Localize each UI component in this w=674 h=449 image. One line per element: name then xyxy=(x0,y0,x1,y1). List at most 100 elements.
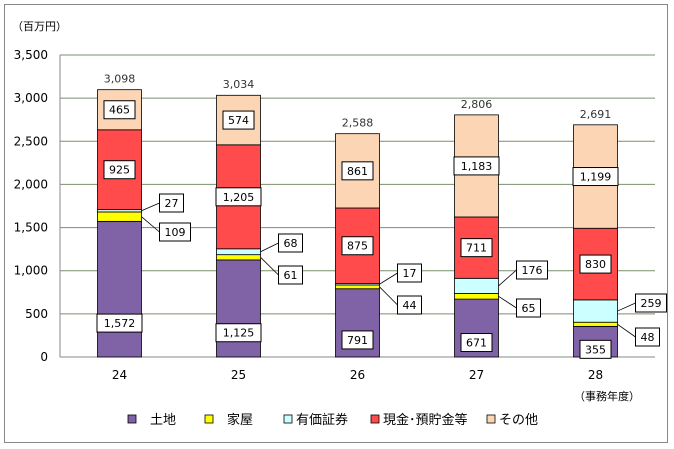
bar-segment-2 xyxy=(454,277,499,294)
data-label: 61 xyxy=(284,269,298,282)
data-label: 875 xyxy=(347,240,368,253)
bar-segment-0 xyxy=(216,259,261,358)
data-label-box xyxy=(96,313,143,333)
leader-line xyxy=(498,295,517,309)
legend-label: 土地 xyxy=(150,413,176,428)
data-label-box xyxy=(635,293,667,313)
legend-label: 家屋 xyxy=(227,412,253,428)
total-label: 2,806 xyxy=(461,98,493,111)
data-label: 1,125 xyxy=(223,327,255,340)
data-label: 574 xyxy=(228,114,249,127)
leader-line xyxy=(260,242,279,253)
bar-segment-1 xyxy=(97,211,142,222)
legend-swatch-2 xyxy=(283,414,293,424)
data-label: 1,205 xyxy=(223,191,255,204)
data-label-box xyxy=(341,236,374,256)
x-tick-label: 27 xyxy=(469,368,484,382)
data-label: 1,183 xyxy=(461,160,493,173)
y-tick-label: 3,000 xyxy=(14,91,48,105)
data-label: 109 xyxy=(165,226,186,239)
legend-swatch-4 xyxy=(486,414,496,424)
data-label: 925 xyxy=(109,164,130,177)
bar-segment-2 xyxy=(573,299,618,323)
data-label-box xyxy=(460,333,493,353)
data-label: 17 xyxy=(403,267,417,280)
leader-line xyxy=(379,286,398,306)
total-label: 2,588 xyxy=(342,117,374,130)
y-tick-label: 2,500 xyxy=(14,134,48,148)
leader-line xyxy=(617,323,636,338)
data-label: 1,199 xyxy=(580,171,612,184)
data-label-box xyxy=(397,295,422,315)
leader-line xyxy=(379,272,398,285)
leader-line xyxy=(141,216,160,233)
x-tick-label: 28 xyxy=(588,368,603,382)
data-label: 176 xyxy=(522,264,543,277)
data-label: 465 xyxy=(109,104,130,117)
data-label-box xyxy=(579,254,612,274)
unit-label: （百万円） xyxy=(12,20,67,33)
data-label: 671 xyxy=(466,337,487,350)
data-label-box xyxy=(635,327,660,347)
leader-line xyxy=(141,202,160,212)
bar-segment-1 xyxy=(335,284,380,290)
data-label: 68 xyxy=(284,237,298,250)
data-label: 830 xyxy=(585,258,606,271)
legend-swatch-3 xyxy=(370,414,380,424)
y-tick-label: 2,000 xyxy=(14,177,48,191)
data-label-box xyxy=(159,193,184,213)
data-label-box xyxy=(453,156,500,176)
y-tick-label: 1,000 xyxy=(14,264,48,278)
data-label-box xyxy=(572,167,619,187)
y-tick-label: 1,500 xyxy=(14,221,48,235)
leader-line xyxy=(617,302,636,312)
data-label-box xyxy=(278,233,303,253)
data-label-box xyxy=(341,161,374,181)
data-label: 791 xyxy=(347,334,368,347)
y-tick-label: 3,500 xyxy=(14,48,48,62)
legend-swatch-0 xyxy=(127,414,137,424)
data-label-box xyxy=(278,265,303,285)
x-tick-label: 26 xyxy=(350,368,365,382)
data-label-box xyxy=(159,222,191,242)
bar-segment-1 xyxy=(454,293,499,300)
data-label: 44 xyxy=(403,299,417,312)
legend-label: 現金･預貯金等 xyxy=(383,412,468,428)
x-axis-label: （事務年度） xyxy=(574,389,640,403)
data-label: 711 xyxy=(466,242,487,255)
leader-line xyxy=(260,257,279,276)
chart-frame xyxy=(4,4,668,443)
data-label: 27 xyxy=(165,197,179,210)
data-label: 355 xyxy=(585,343,606,356)
bar-segment-2 xyxy=(216,248,261,256)
data-label: 1,572 xyxy=(104,317,136,330)
data-label-box xyxy=(397,263,422,283)
total-label: 3,034 xyxy=(223,78,255,91)
total-label: 2,691 xyxy=(580,108,612,121)
data-label: 48 xyxy=(641,331,655,344)
leader-line xyxy=(498,269,517,287)
data-label-box xyxy=(579,339,612,359)
data-label-box xyxy=(215,323,262,343)
data-label-box xyxy=(215,187,262,207)
legend-label: 有価証券 xyxy=(296,412,348,428)
y-tick-label: 500 xyxy=(25,307,48,321)
data-label-box xyxy=(516,260,548,280)
data-label-box xyxy=(460,238,493,258)
data-label-box xyxy=(516,298,541,318)
x-tick-label: 24 xyxy=(112,368,127,382)
data-label-box xyxy=(103,100,136,120)
data-label-box xyxy=(222,110,255,130)
total-label: 3,098 xyxy=(104,73,136,86)
y-tick-label: 0 xyxy=(40,350,48,364)
data-label: 65 xyxy=(522,302,536,315)
legend-swatch-1 xyxy=(204,414,214,424)
data-label: 861 xyxy=(347,165,368,178)
data-label-box xyxy=(341,330,374,350)
bar-segment-0 xyxy=(97,220,142,358)
x-tick-label: 25 xyxy=(231,368,246,382)
data-label-box xyxy=(103,160,136,180)
legend-label: その他 xyxy=(499,413,538,428)
data-label: 259 xyxy=(641,297,662,310)
